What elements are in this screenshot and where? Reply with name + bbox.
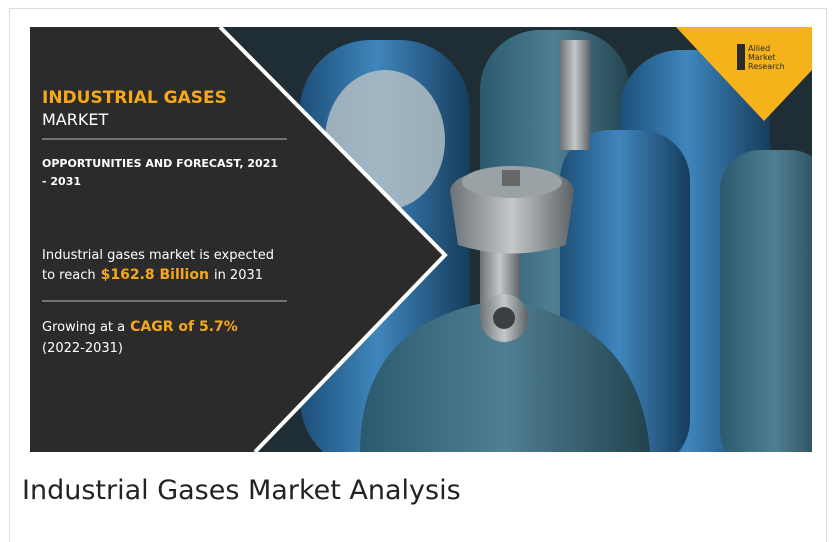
page: Allied Market Research INDUSTRIAL GASES … [0,0,836,542]
logo-icon [737,44,745,70]
subtitle: OPPORTUNITIES AND FORECAST, 2021 [42,157,278,170]
stat-text: to reach $162.8 Billion in 2031 [42,267,263,283]
logo-text: Research [748,62,785,71]
stat-highlight: CAGR of 5.7% [130,319,238,335]
stat-text: to reach [42,268,96,283]
title: INDUSTRIAL GASES [42,88,227,108]
subtitle: - 2031 [42,175,81,188]
logo-text: Market [748,53,776,62]
card: Allied Market Research INDUSTRIAL GASES … [0,0,836,542]
title: MARKET [42,110,108,129]
stat-text: Growing at a [42,320,125,335]
stat-text: Growing at a CAGR of 5.7% [42,319,238,335]
stat-highlight: $162.8 Billion [101,267,209,283]
caption: Industrial Gases Market Analysis [22,475,461,506]
stat-text: in 2031 [214,268,263,283]
logo-text: Allied [748,44,770,53]
stat-text: (2022-2031) [42,341,123,356]
stat-text: Industrial gases market is expected [42,248,274,263]
